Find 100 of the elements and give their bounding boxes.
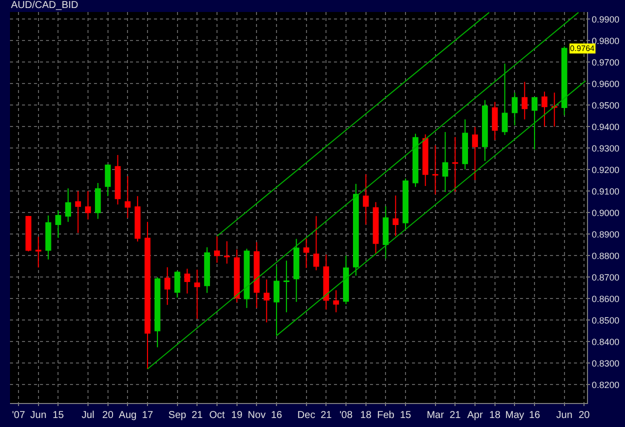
candlestick	[442, 132, 448, 193]
y-tick-label: 0.9600	[592, 78, 620, 89]
y-tick-label: 0.8300	[592, 358, 620, 368]
candlestick	[372, 202, 379, 254]
candlestick	[134, 196, 141, 242]
candlestick	[55, 210, 62, 238]
x-tick-label: Jul	[82, 410, 94, 421]
candlestick	[293, 238, 300, 302]
y-tick-label: 0.9200	[592, 164, 620, 175]
y-tick-label: 0.8700	[592, 272, 620, 282]
x-tick-label: Feb	[377, 410, 395, 421]
annotation: 0.9764	[570, 44, 596, 53]
candlestick	[422, 134, 428, 186]
candlestick	[65, 188, 72, 222]
candlestick	[164, 266, 170, 306]
candlestick	[94, 182, 101, 220]
x-tick-label: Mar	[426, 410, 445, 421]
x-tick-label: '07	[12, 410, 26, 421]
y-tick-label: 0.9900	[592, 14, 620, 24]
y-tick-label: 0.8500	[592, 315, 620, 326]
candlestick	[154, 276, 160, 348]
y-tick-label: 0.8600	[592, 294, 620, 304]
candlestick	[124, 176, 131, 218]
x-tick-label: 16	[270, 410, 283, 421]
x-tick-label: '08	[339, 410, 353, 421]
candlestick	[313, 216, 320, 271]
candlestick	[382, 206, 389, 259]
candlestick	[452, 136, 458, 192]
candlestick	[323, 254, 330, 310]
x-tick-label: Aug	[118, 410, 137, 421]
x-tick-label: Jun	[556, 410, 572, 421]
candlestick	[75, 190, 81, 234]
candlestick	[343, 254, 349, 305]
candlestick	[412, 133, 418, 188]
candlestick	[352, 183, 359, 276]
y-tick-label: 0.8200	[592, 380, 620, 390]
x-tick-label: 16	[528, 410, 541, 421]
candlestick	[114, 154, 121, 205]
candlestick	[214, 236, 220, 264]
y-tick-label: 0.9800	[592, 36, 620, 46]
x-tick-label: Oct	[209, 410, 225, 421]
candlestick	[333, 290, 339, 313]
y-tick-label: 0.9300	[592, 143, 620, 154]
candlestick	[284, 260, 290, 313]
candlestick	[104, 164, 111, 197]
candlestick	[234, 248, 240, 303]
x-tick-label: 20	[102, 410, 114, 421]
candlestick	[174, 270, 180, 298]
x-tick-label: 15	[52, 410, 64, 421]
candlestick	[224, 240, 230, 264]
candlestick	[542, 91, 548, 128]
candlestick	[35, 236, 42, 268]
candlestick	[254, 242, 260, 308]
y-tick-label: 0.8400	[592, 336, 620, 347]
x-tick-label: Apr	[467, 410, 484, 421]
y-tick-label: 0.9700	[592, 57, 620, 68]
candlestick	[492, 101, 498, 140]
candlestick	[184, 268, 190, 294]
candlestick	[26, 215, 32, 252]
candlestick	[432, 144, 438, 195]
candlestick	[472, 126, 478, 180]
candlestick	[244, 248, 250, 308]
candlestick	[392, 194, 399, 237]
candlestick	[561, 46, 568, 116]
y-tick-label: 0.9400	[592, 122, 620, 132]
x-tick-label: 21	[450, 410, 462, 421]
candlestick	[402, 178, 408, 230]
y-tick-label: 0.8900	[592, 229, 620, 240]
candlestick	[274, 266, 280, 336]
candlestick	[512, 92, 518, 126]
x-tick-label: Sep	[168, 410, 187, 421]
candlestick	[502, 63, 508, 136]
candlestick	[551, 92, 558, 128]
x-tick-label: Nov	[248, 410, 266, 421]
candlestick	[45, 214, 52, 260]
y-tick-label: 0.9500	[592, 100, 620, 110]
candlestick	[362, 174, 369, 225]
candlestick	[85, 190, 91, 220]
x-tick-label: 21	[192, 410, 204, 421]
candlestick	[532, 96, 538, 150]
candlestick	[194, 269, 200, 320]
x-tick-label: 21	[320, 410, 332, 421]
y-tick-label: 0.9100	[592, 186, 620, 196]
x-tick-label: 20	[578, 410, 590, 421]
x-tick-label: 19	[231, 410, 243, 421]
x-tick-label: Jun	[30, 410, 46, 421]
x-tick-label: 17	[142, 410, 154, 421]
candlestick	[204, 246, 210, 294]
x-tick-label: 18	[489, 410, 501, 421]
candlestick	[264, 279, 270, 323]
x-tick-label: May	[505, 410, 524, 421]
candlestick	[482, 100, 488, 162]
x-tick-label: 15	[400, 410, 412, 421]
chart-title: AUD/CAD_BID	[11, 0, 78, 11]
candlestick	[462, 118, 468, 170]
candlestick	[522, 81, 528, 120]
y-tick-label: 0.9000	[592, 208, 620, 218]
y-tick-label: 0.8800	[592, 250, 620, 261]
x-tick-label: Dec	[297, 410, 316, 421]
x-tick-label: 18	[360, 410, 372, 421]
